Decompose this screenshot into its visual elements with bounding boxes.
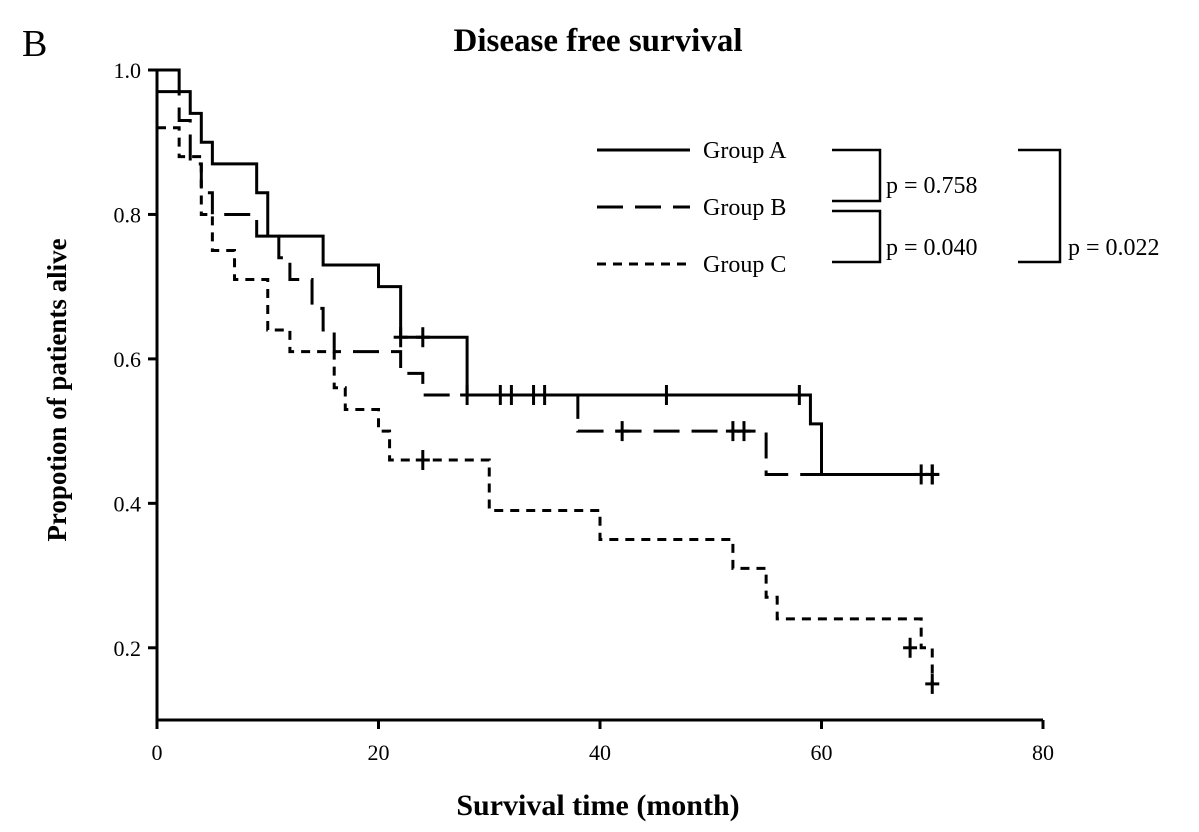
y-tick-label: 1.0	[114, 58, 142, 83]
x-tick-label: 60	[811, 740, 833, 765]
bracket-b-c	[832, 209, 882, 264]
chart-title: Disease free survival	[454, 23, 743, 59]
legend-label: Group A	[703, 138, 787, 164]
legend-label: Group C	[703, 252, 786, 278]
p-value-label: p = 0.040	[886, 235, 978, 261]
series-line-group-c	[157, 126, 934, 684]
legend-label: Group B	[703, 195, 786, 221]
y-tick-label: 0.2	[114, 636, 142, 661]
p-value-annotations: p = 0.758 p = 0.040 p = 0.022	[832, 148, 1160, 264]
plot-area	[157, 68, 940, 694]
bracket-a-c	[1018, 148, 1062, 264]
series-line-group-b	[157, 90, 933, 476]
series-line-group-a	[157, 68, 933, 476]
x-tick-label: 40	[589, 740, 611, 765]
legend: Group A Group B Group C	[597, 138, 787, 278]
axes: 0.2 0.4 0.6 0.8 1.0 0 20 40 60 80	[114, 58, 1055, 765]
panel-label: B	[22, 23, 47, 65]
x-tick-label: 0	[152, 740, 163, 765]
y-tick-label: 0.8	[114, 202, 142, 227]
y-axis-label: Propotion of patients alive	[42, 238, 72, 541]
p-value-label: p = 0.758	[886, 173, 978, 199]
y-tick-label: 0.6	[114, 347, 142, 372]
p-value-label: p = 0.022	[1068, 235, 1160, 261]
bracket-a-b	[832, 148, 882, 203]
x-tick-label: 80	[1032, 740, 1054, 765]
x-axis-label: Survival time (month)	[456, 789, 739, 822]
x-tick-label: 20	[368, 740, 390, 765]
y-tick-label: 0.4	[114, 491, 142, 516]
